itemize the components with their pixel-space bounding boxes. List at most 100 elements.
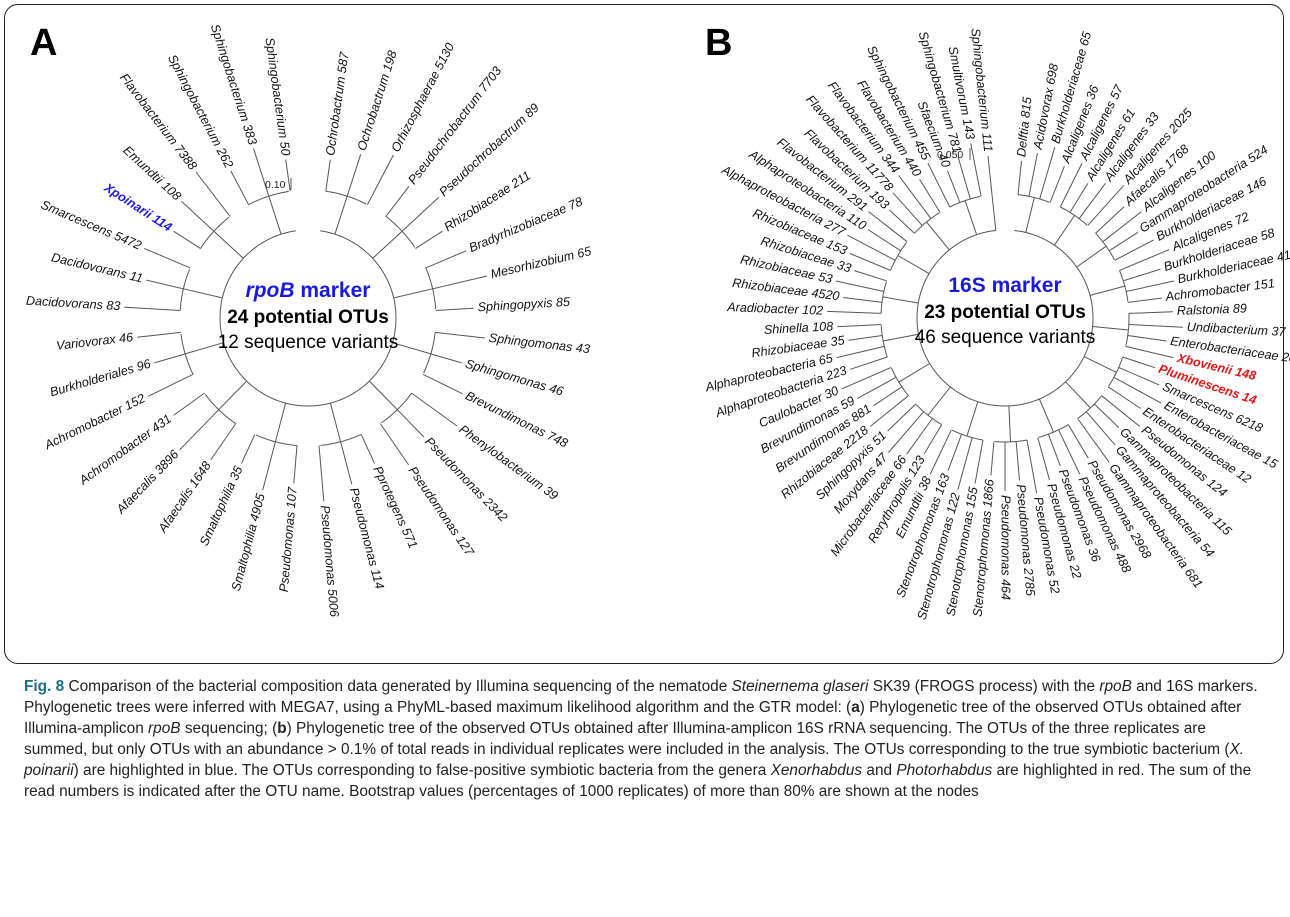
branch-gammaproteobacteria-524 bbox=[1108, 231, 1139, 252]
panel-b-variants: 46 sequence variants bbox=[915, 327, 1096, 348]
branch-sphingopyxis-85 bbox=[435, 307, 474, 311]
leaf-ralstonia-89: Ralstonia 89 bbox=[1177, 301, 1247, 318]
branch-dacidovorans-11 bbox=[146, 279, 184, 290]
panel-b-letter: B bbox=[705, 22, 732, 64]
leaf-variovorax-46: Variovorax 46 bbox=[55, 330, 133, 353]
branch-achromobacter-151 bbox=[1127, 297, 1162, 303]
leaf-pseudomonas-107: Pseudomonas 107 bbox=[277, 486, 300, 593]
branch-sphingomonas-43 bbox=[435, 331, 485, 339]
clade-stem bbox=[1038, 398, 1054, 433]
clade-arc bbox=[1125, 313, 1130, 346]
panel-a-variants: 12 sequence variants bbox=[218, 332, 399, 353]
branch-alcaligenes-61 bbox=[1069, 183, 1089, 213]
branch-pseudomonas-5006 bbox=[318, 445, 325, 502]
clade-stem bbox=[268, 195, 282, 235]
clade-stem bbox=[329, 402, 342, 442]
branch-brevundimonas-59 bbox=[857, 376, 897, 399]
branch-alcaligenes-100 bbox=[1102, 211, 1142, 243]
panel-b-marker-main: 16S bbox=[948, 274, 985, 297]
clade-stem bbox=[369, 380, 398, 411]
branch-sphingobacterium-111 bbox=[987, 155, 993, 195]
clade-arc bbox=[204, 393, 236, 425]
leaf-sphingopyxis-85: Sphingopyxis 85 bbox=[477, 295, 571, 315]
branch-pseudomonas-2968 bbox=[1067, 424, 1089, 459]
caption-segment: ) Phylogenetic tree of the observed OTUs… bbox=[24, 720, 1230, 758]
panel-b-marker-rest: marker bbox=[986, 274, 1062, 297]
figure-frame bbox=[4, 4, 1284, 664]
branch-burkholderiales-96 bbox=[154, 353, 186, 364]
branch-dacidovorans-83 bbox=[124, 306, 181, 311]
caption-segment: ) Phylogenetic tree of the observed OTUs… bbox=[24, 699, 1242, 737]
panel-a-marker-title: rpoB marker bbox=[246, 279, 371, 302]
clade-stem bbox=[1025, 197, 1035, 233]
clade-stem bbox=[898, 363, 930, 383]
branch-flavobacterium-344 bbox=[898, 175, 932, 219]
clade-arc bbox=[179, 269, 191, 311]
branch-rhizobiaceae-35 bbox=[848, 335, 883, 341]
caption-fig-label: Fig. 8 bbox=[24, 678, 65, 695]
panel-a-otus: 24 potential OTUs bbox=[227, 307, 389, 328]
clade-arc bbox=[385, 216, 416, 248]
branch-emundtii-108 bbox=[181, 201, 215, 232]
branch-xbovienii-148 bbox=[1125, 345, 1174, 359]
branch-microbacteriaceae-66 bbox=[906, 418, 933, 455]
backbone-arc bbox=[916, 230, 1094, 407]
branch-smaltophilia-4905 bbox=[262, 441, 276, 491]
leaf-smaltophilia-4905: Smaltophilia 4905 bbox=[229, 491, 268, 592]
branch-alcaligenes-36 bbox=[1049, 166, 1065, 203]
branch-phenylobacterium-39 bbox=[411, 392, 458, 427]
branch-acidovorax-698 bbox=[1028, 153, 1038, 197]
leaf-undibacterium-37: Undibacterium 37 bbox=[1186, 320, 1286, 339]
branch-gammaproteobacteria-681 bbox=[1077, 418, 1110, 463]
clade-stem bbox=[897, 255, 930, 275]
branch-pseudochrobactrum-7703 bbox=[385, 185, 410, 217]
caption-segment: SK39 (FROGS process) with the bbox=[868, 678, 1100, 695]
branch-brevundimonas-748 bbox=[422, 373, 463, 395]
clade-stem bbox=[883, 333, 919, 342]
clade-stem bbox=[392, 342, 432, 355]
branch-burkholderiaceae-41 bbox=[1125, 280, 1175, 292]
branch-sphingobacterium-383 bbox=[253, 148, 270, 197]
leaf-dacidovorans-11: Dacidovorans 11 bbox=[50, 250, 144, 285]
branch-rhizobiaceae-153 bbox=[849, 253, 891, 271]
panel-b-tree-branches bbox=[827, 143, 1183, 494]
branch-pseudomonas-107 bbox=[293, 445, 298, 484]
clade-arc bbox=[255, 434, 298, 446]
panel-a-scale-label: 0.10 bbox=[265, 179, 286, 191]
clade-stem bbox=[1092, 326, 1129, 331]
branch-alphaproteobacteria-65 bbox=[836, 345, 885, 359]
branch-sphingobacterium-455 bbox=[927, 162, 951, 208]
clade-stem bbox=[1008, 405, 1011, 442]
branch-enterobacteriaceae-206 bbox=[1127, 335, 1167, 342]
branch-flavobacterium-7388 bbox=[195, 171, 231, 217]
branch-caulobacter-30 bbox=[841, 366, 892, 390]
caption-segment: and bbox=[862, 762, 897, 779]
branch-brevundimonas-881 bbox=[873, 386, 903, 407]
backbone-arc bbox=[219, 230, 397, 407]
branch-alphaproteobacteria-110 bbox=[867, 229, 902, 252]
leaf-aradiobacter-102: Aradiobacter 102 bbox=[726, 300, 823, 318]
branch-pseudomonas-36 bbox=[1047, 434, 1061, 467]
branch-alcaligenes-33 bbox=[1078, 183, 1106, 219]
clade-stem bbox=[274, 402, 287, 442]
branch-pseudomonas-22 bbox=[1037, 437, 1050, 481]
branch-moxydans-47 bbox=[888, 411, 925, 453]
clade-stem bbox=[964, 200, 978, 235]
leaf-shinella-108: Shinella 108 bbox=[764, 319, 834, 337]
branch-undibacterium-37 bbox=[1128, 324, 1183, 328]
caption-segment: ) are highlighted in blue. The OTUs corr… bbox=[73, 762, 771, 779]
caption-segment: Steinernema glaseri bbox=[731, 678, 869, 695]
panel-b-scale-label: 0.050 bbox=[937, 149, 963, 161]
branch-delftia-815 bbox=[1017, 160, 1022, 195]
clade-stem bbox=[991, 194, 997, 231]
panel-a-marker-main: rpoB bbox=[246, 279, 295, 302]
branch-sphingopyxis-51 bbox=[887, 403, 917, 432]
branch-alcaligenes-72 bbox=[1119, 249, 1170, 271]
panel-a-letter: A bbox=[30, 22, 57, 64]
clade-stem bbox=[1053, 215, 1076, 246]
clade-arc bbox=[200, 216, 230, 249]
leaf-pseudomonas-5006: Pseudomonas 5006 bbox=[318, 505, 342, 618]
branch-pseudochrobactrum-89 bbox=[401, 196, 440, 232]
clade-stem bbox=[927, 386, 951, 416]
figure-caption: Fig. 8 Comparison of the bacterial compo… bbox=[24, 676, 1270, 802]
